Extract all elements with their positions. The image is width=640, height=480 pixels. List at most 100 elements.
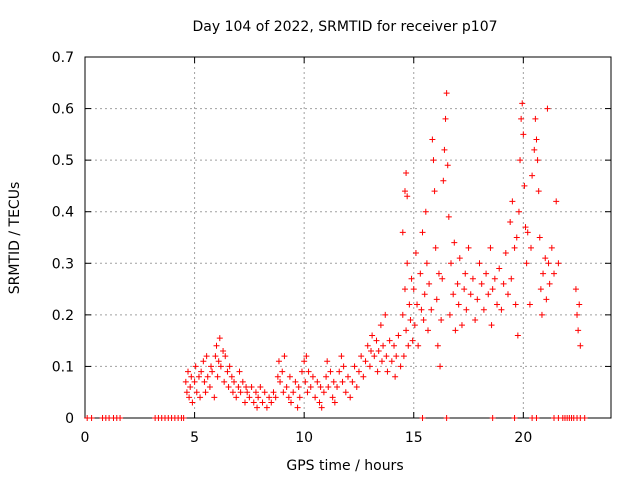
data-point: [201, 378, 208, 385]
x-tick-label: 15: [405, 430, 423, 446]
data-point: [208, 363, 215, 370]
data-point: [349, 378, 356, 385]
data-point: [195, 373, 202, 380]
data-point: [480, 306, 487, 313]
data-point: [325, 384, 332, 391]
data-point: [535, 188, 542, 195]
data-point: [182, 378, 189, 385]
data-point: [489, 415, 496, 421]
data-point: [553, 198, 560, 205]
data-point: [362, 358, 369, 365]
data-point: [380, 342, 387, 349]
data-point: [277, 378, 284, 385]
data-point: [404, 260, 411, 267]
data-point: [442, 115, 449, 122]
data-point: [312, 394, 319, 401]
data-point: [327, 368, 334, 375]
data-point: [206, 384, 213, 391]
data-point: [546, 280, 553, 287]
data-point: [224, 368, 231, 375]
data-point: [243, 384, 250, 391]
data-point: [231, 378, 238, 385]
data-point: [203, 353, 210, 360]
data-point: [314, 378, 321, 385]
data-point: [295, 384, 302, 391]
data-point: [404, 193, 411, 200]
data-point: [472, 317, 479, 324]
data-point: [329, 394, 336, 401]
data-point: [445, 213, 452, 220]
data-point: [180, 415, 187, 421]
data-point: [283, 384, 290, 391]
data-point: [309, 373, 316, 380]
data-point: [446, 311, 453, 318]
data-point: [285, 394, 292, 401]
data-point: [192, 363, 199, 370]
data-point: [489, 286, 496, 293]
data-point: [324, 358, 331, 365]
data-point: [498, 306, 505, 313]
data-point: [524, 229, 531, 236]
data-point: [491, 275, 498, 282]
data-point: [543, 296, 550, 303]
data-point: [533, 415, 540, 421]
data-point: [244, 389, 251, 396]
data-point: [463, 306, 470, 313]
data-point: [508, 275, 515, 282]
data-point: [509, 198, 516, 205]
data-point: [455, 301, 462, 308]
x-tick-label: 20: [514, 430, 532, 446]
data-point: [518, 115, 525, 122]
data-point: [392, 373, 399, 380]
data-point: [403, 327, 410, 334]
data-point: [263, 404, 270, 411]
data-point: [511, 415, 518, 421]
data-point: [537, 286, 544, 293]
data-point: [183, 389, 190, 396]
data-points: [84, 90, 588, 421]
data-point: [377, 322, 384, 329]
axis-ticks: 0 5 10 15 20 0 0.1 0.2 0.3 0.4 0.5 0.6 0.7: [52, 50, 611, 446]
data-point: [544, 105, 551, 112]
data-point: [443, 415, 450, 421]
data-point: [221, 378, 228, 385]
y-tick-label: 0.2: [52, 308, 74, 324]
y-tick-label: 0.7: [52, 50, 74, 66]
x-tick-label: 5: [190, 430, 199, 446]
data-point: [496, 265, 503, 272]
data-point: [528, 244, 535, 251]
data-point: [225, 384, 232, 391]
data-point: [551, 270, 558, 277]
data-point: [430, 157, 437, 164]
data-point: [469, 275, 476, 282]
data-point: [117, 415, 124, 421]
data-point: [542, 255, 549, 262]
data-point: [358, 353, 365, 360]
data-point: [476, 260, 483, 267]
data-point: [533, 136, 540, 143]
data-point: [369, 332, 376, 339]
data-point: [222, 353, 229, 360]
data-point: [237, 389, 244, 396]
data-point: [323, 373, 330, 380]
data-point: [443, 90, 450, 97]
data-point: [520, 131, 527, 138]
data-point: [421, 291, 428, 298]
data-point: [555, 260, 562, 267]
data-point: [418, 306, 425, 313]
y-tick-label: 0.1: [52, 359, 74, 375]
chart-title: Day 104 of 2022, SRMTID for receiver p10…: [192, 19, 497, 35]
data-point: [420, 317, 427, 324]
data-point: [458, 322, 465, 329]
data-point: [483, 270, 490, 277]
data-point: [411, 322, 418, 329]
data-point: [371, 353, 378, 360]
data-point: [188, 373, 195, 380]
data-point: [474, 296, 481, 303]
data-point: [526, 301, 533, 308]
data-point: [401, 286, 408, 293]
data-point: [548, 244, 555, 251]
data-point: [388, 358, 395, 365]
data-point: [397, 363, 404, 370]
data-point: [198, 368, 205, 375]
